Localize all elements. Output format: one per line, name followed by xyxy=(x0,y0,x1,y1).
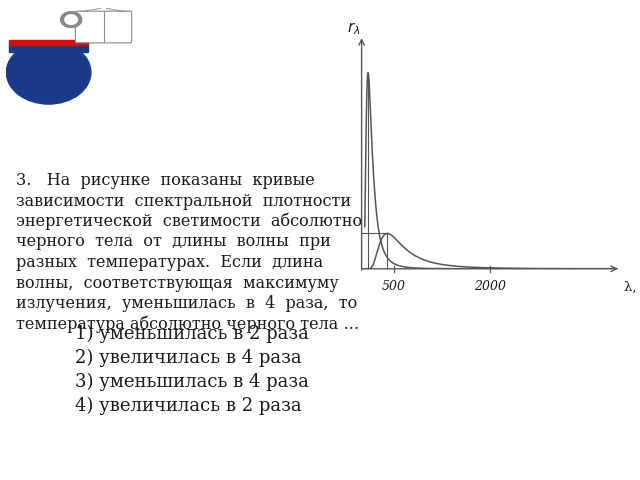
Circle shape xyxy=(6,41,91,104)
Bar xyxy=(9,40,88,45)
Text: температура абсолютно черного тела …: температура абсолютно черного тела … xyxy=(16,315,359,333)
Text: излучения,  уменьшилась  в  4  раза,  то: излучения, уменьшилась в 4 раза, то xyxy=(16,295,357,312)
Text: волны,  соответствующая  максимуму: волны, соответствующая максимуму xyxy=(16,275,339,291)
Text: разных  температурах.  Если  длина: разных температурах. Если длина xyxy=(16,254,323,271)
Text: РГУПС: РГУПС xyxy=(31,58,67,68)
Circle shape xyxy=(65,15,77,24)
Text: 500: 500 xyxy=(381,279,406,293)
Text: 2) увеличилась в 4 раза: 2) увеличилась в 4 раза xyxy=(75,349,301,367)
Circle shape xyxy=(28,57,70,88)
Text: черного  тела  от  длины  волны  при: черного тела от длины волны при xyxy=(16,233,331,251)
Text: $r_\lambda$: $r_\lambda$ xyxy=(347,21,361,37)
Text: энергетической  светимости  абсолютно: энергетической светимости абсолютно xyxy=(16,213,362,230)
Text: 3) уменьшилась в 4 раза: 3) уменьшилась в 4 раза xyxy=(75,373,309,391)
Text: 2000: 2000 xyxy=(474,279,506,293)
Text: РОСТОВ-НА-ДОНУ: РОСТОВ-НА-ДОНУ xyxy=(29,77,68,81)
Circle shape xyxy=(19,50,79,95)
Circle shape xyxy=(61,12,82,27)
Text: 3.   На  рисунке  показаны  кривые: 3. На рисунке показаны кривые xyxy=(16,172,315,189)
Text: 4) увеличилась в 2 раза: 4) увеличилась в 2 раза xyxy=(75,397,301,415)
Bar xyxy=(9,45,88,52)
Circle shape xyxy=(15,48,82,97)
Text: зависимости  спектральной  плотности: зависимости спектральной плотности xyxy=(16,192,351,209)
Text: λ, нм: λ, нм xyxy=(624,281,640,294)
FancyBboxPatch shape xyxy=(76,11,132,43)
Text: 1) уменьшилась в 2 раза: 1) уменьшилась в 2 раза xyxy=(75,325,309,343)
